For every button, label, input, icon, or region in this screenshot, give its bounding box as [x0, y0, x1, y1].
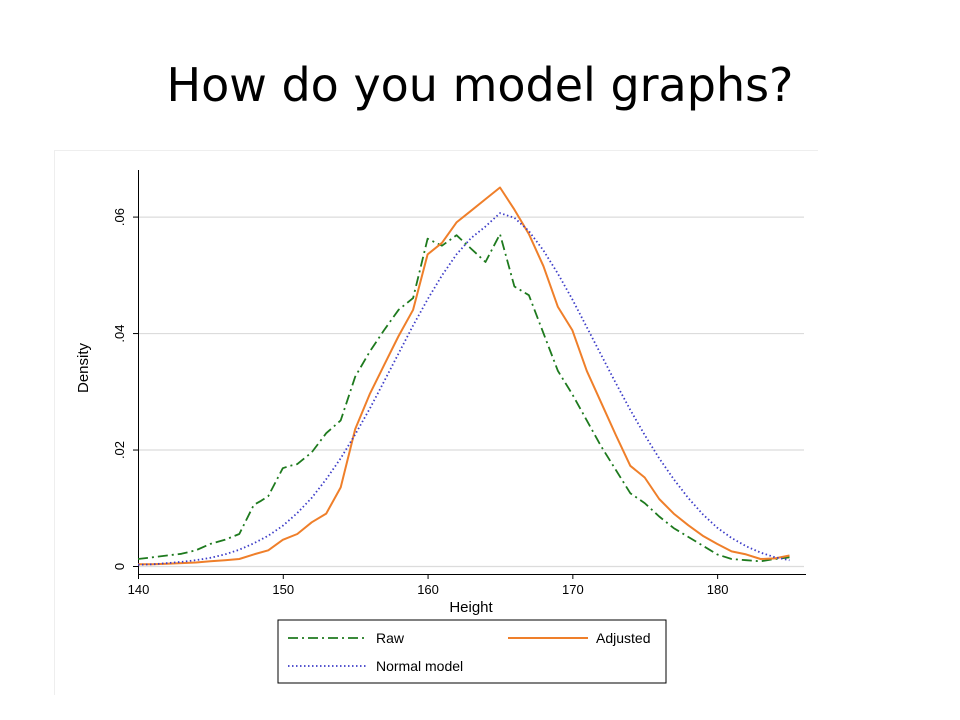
legend: Raw Adjusted Normal model — [277, 619, 667, 684]
y-tick-label: 0 — [112, 563, 127, 570]
legend-label: Raw — [376, 630, 405, 646]
series-lines — [137, 186, 790, 566]
y-tick-label: .06 — [112, 208, 127, 226]
density-chart: 0 .02 .04 .06 140 150 160 170 180 Density Height… — [75, 170, 806, 684]
y-axis-label: Density — [75, 342, 92, 393]
legend-label: Adjusted — [596, 630, 650, 646]
x-tick-label: 160 — [417, 582, 439, 597]
legend-box — [277, 619, 667, 684]
series-line-adjusted — [138, 186, 790, 566]
legend-label: Normal model — [376, 658, 463, 674]
x-tick-label: 180 — [707, 582, 729, 597]
slide-title: How do you model graphs? — [166, 58, 794, 112]
x-tick-label: 170 — [562, 582, 584, 597]
axes: 0 .02 .04 .06 140 150 160 170 180 — [112, 170, 806, 597]
series-line-normal-model — [137, 212, 790, 566]
x-axis-label: Height — [449, 599, 493, 616]
y-tick-label: .04 — [112, 325, 127, 343]
series-line-raw — [137, 233, 790, 563]
x-tick-label: 150 — [272, 582, 294, 597]
figure-panel: 0 .02 .04 .06 140 150 160 170 180 Density Height… — [54, 150, 818, 695]
y-tick-label: .02 — [112, 441, 127, 459]
x-tick-label: 140 — [128, 582, 150, 597]
gridlines — [138, 216, 804, 568]
